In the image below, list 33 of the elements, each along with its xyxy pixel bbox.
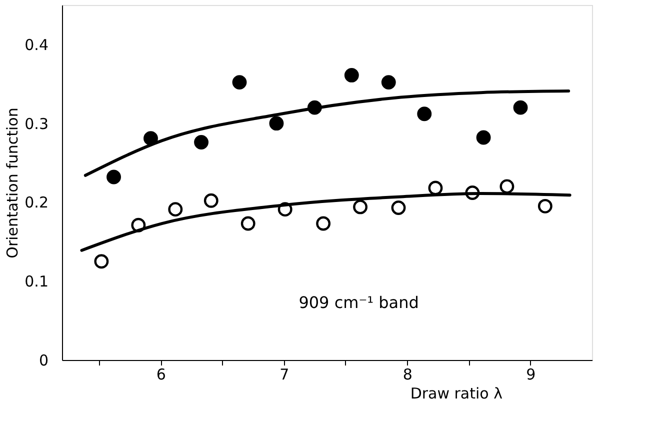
point [316, 216, 331, 231]
y-tick-label: 0.3 [24, 114, 48, 133]
point [353, 200, 368, 214]
point [194, 135, 209, 150]
point [269, 116, 284, 131]
point [513, 100, 528, 115]
point [500, 179, 514, 194]
x-axis-title: Draw ratio λ [410, 384, 503, 402]
line-series [84, 89, 570, 177]
y-tick-label: 0.1 [24, 272, 48, 291]
y-tick-label: 0 [38, 352, 48, 370]
point [240, 216, 256, 231]
x-tick-label: 7 [280, 366, 290, 384]
point [344, 68, 359, 82]
point [204, 193, 218, 208]
point [106, 170, 121, 184]
x-tick-label: 8 [402, 366, 412, 384]
point [381, 75, 396, 90]
y-tick-label: 0.2 [24, 194, 48, 212]
y-axis-title: Orientation function [4, 108, 22, 258]
point [538, 198, 552, 214]
point [94, 254, 109, 269]
point [232, 75, 247, 90]
point [428, 180, 443, 196]
point [391, 200, 406, 215]
point [417, 106, 432, 122]
point [476, 130, 491, 145]
point [168, 202, 183, 217]
y-tick-label: 0.4 [24, 36, 48, 54]
x-tick-label: 9 [526, 366, 536, 384]
point [144, 131, 158, 146]
x-tick-label: 6 [156, 366, 166, 384]
annotation: 909 cm⁻¹ band [298, 293, 419, 312]
